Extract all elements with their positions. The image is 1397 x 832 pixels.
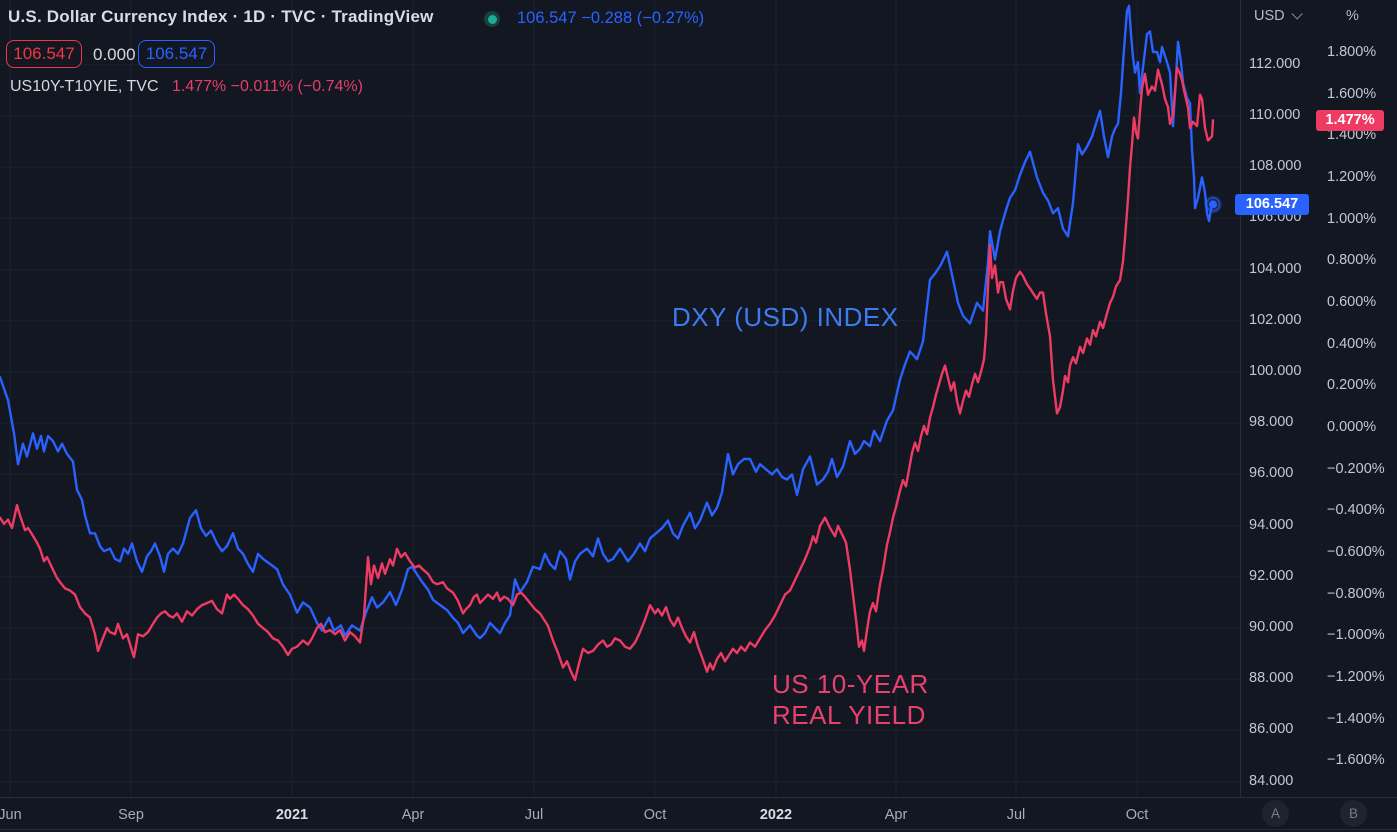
time-tick-month: Apr bbox=[401, 807, 425, 823]
secondary-symbol-row[interactable]: US10Y-T10YIE, TVC 1.477% −0.011% (−0.74%… bbox=[10, 78, 363, 96]
time-tick-month: Oct bbox=[643, 807, 667, 823]
secondary-symbol-title: US10Y-T10YIE, TVC bbox=[10, 78, 159, 95]
last-price-dot bbox=[1209, 200, 1217, 209]
window-bottom-divider bbox=[0, 829, 1397, 830]
usd-tick-label: 104.000 bbox=[1249, 260, 1302, 277]
price-scale-panel[interactable]: USD % 112.000 110.000 108.000 106.000 104.00… bbox=[1235, 0, 1397, 797]
usd-tick-label: 86.000 bbox=[1249, 721, 1294, 738]
usd-tick-label: 100.000 bbox=[1249, 363, 1302, 379]
usd-tick-label: 96.000 bbox=[1249, 465, 1294, 482]
percent-tick-label: 0.000% bbox=[1327, 419, 1377, 435]
usd-scale-label: USD bbox=[1254, 8, 1285, 24]
percent-tick-label: −1.400% bbox=[1327, 710, 1385, 727]
real-yield-price-line bbox=[0, 66, 1215, 682]
usd-tick-label: 108.000 bbox=[1249, 158, 1302, 175]
chevron-down-icon bbox=[1291, 8, 1303, 20]
yield-last-price-badge: 1.477% bbox=[1316, 109, 1384, 131]
percent-tick-label: −1.600% bbox=[1327, 752, 1385, 769]
percent-tick-label: 1.600% bbox=[1327, 85, 1377, 102]
percent-tick-label: 1.200% bbox=[1327, 169, 1377, 186]
spread-value: 0.000 bbox=[93, 45, 136, 64]
usd-tick-label: 90.000 bbox=[1249, 619, 1294, 635]
percent-tick-label: −0.400% bbox=[1327, 502, 1385, 519]
time-tick-month: Jul bbox=[1006, 807, 1026, 823]
usd-tick-label: 112.000 bbox=[1249, 55, 1301, 72]
percent-tick-label: −0.600% bbox=[1327, 543, 1385, 560]
percent-tick-label: 1.400% bbox=[1327, 127, 1377, 144]
time-tick-year: 2022 bbox=[759, 807, 793, 823]
percent-tick-label: 0.400% bbox=[1327, 335, 1377, 352]
dxy-index-annotation[interactable]: DXY (USD) INDEX bbox=[672, 302, 899, 332]
percent-tick-label: −1.000% bbox=[1327, 627, 1385, 644]
percent-tick-label: 1.000% bbox=[1327, 210, 1377, 227]
scale-mode-b-button[interactable]: B bbox=[1340, 800, 1367, 827]
time-tick-month: Jun bbox=[0, 807, 22, 823]
dxy-last-price-badge: 106.547 bbox=[1235, 193, 1309, 215]
symbol-quote: 106.547 −0.288 (−0.27%) bbox=[517, 9, 705, 27]
time-tick-month: Sep bbox=[118, 807, 144, 823]
usd-tick-label: 102.000 bbox=[1249, 311, 1302, 328]
usd-tick-label: 92.000 bbox=[1249, 567, 1294, 584]
secondary-symbol-quote: 1.477% −0.011% (−0.74%) bbox=[171, 78, 363, 95]
percent-tick-label: −1.200% bbox=[1327, 668, 1385, 685]
chart-canvas[interactable] bbox=[0, 0, 1240, 797]
usd-tick-label: 98.000 bbox=[1249, 414, 1294, 431]
percent-tick-label: 0.200% bbox=[1327, 377, 1377, 394]
time-axis[interactable]: Jun Sep 2021 Apr Jul Oct 2022 Apr Jul Oct A B bbox=[0, 797, 1397, 832]
usd-tick-label: 110.000 bbox=[1249, 107, 1301, 123]
real-yield-annotation[interactable]: US 10-YEAR REAL YIELD bbox=[772, 669, 929, 730]
percent-tick-label: −0.800% bbox=[1327, 585, 1385, 602]
time-tick-month: Jul bbox=[524, 807, 544, 823]
buy-price-box[interactable]: 106.547 bbox=[138, 40, 215, 68]
usd-tick-label: 88.000 bbox=[1249, 670, 1294, 687]
percent-tick-label: 0.800% bbox=[1327, 252, 1377, 269]
sell-price-box[interactable]: 106.547 bbox=[6, 40, 82, 68]
percent-tick-label: 0.600% bbox=[1327, 294, 1377, 311]
time-tick-year: 2021 bbox=[275, 807, 309, 823]
dxy-price-line bbox=[0, 4, 1215, 640]
time-tick-month: Oct bbox=[1125, 807, 1149, 823]
market-status-icon[interactable] bbox=[484, 11, 500, 27]
percent-tick-label: −0.200% bbox=[1327, 460, 1385, 477]
usd-scale-menu[interactable]: USD bbox=[1254, 8, 1303, 24]
scale-mode-a-button[interactable]: A bbox=[1262, 800, 1289, 827]
time-tick-month: Apr bbox=[884, 807, 908, 823]
symbol-title-row[interactable]: U.S. Dollar Currency Index · 1D · TVC · … bbox=[8, 7, 434, 27]
symbol-title: U.S. Dollar Currency Index · 1D · TVC · … bbox=[8, 7, 434, 26]
percent-tick-label: 1.800% bbox=[1327, 44, 1377, 61]
percent-scale-label[interactable]: % bbox=[1346, 8, 1359, 24]
usd-tick-label: 84.000 bbox=[1249, 772, 1294, 789]
usd-tick-label: 94.000 bbox=[1249, 516, 1294, 533]
last-price-ring bbox=[1205, 196, 1221, 212]
